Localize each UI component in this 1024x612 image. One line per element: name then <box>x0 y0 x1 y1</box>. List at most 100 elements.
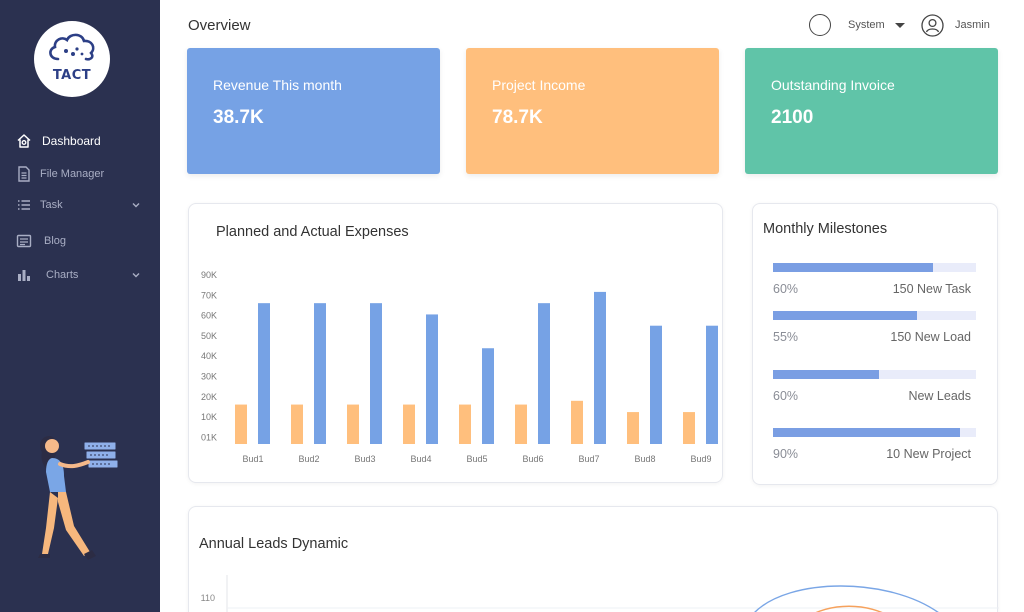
blog-icon <box>16 233 32 249</box>
milestone-label: 150 New Task <box>892 282 971 296</box>
x-tick-label: Bud9 <box>690 454 711 464</box>
leads-panel: Annual Leads Dynamic 110 <box>188 506 999 612</box>
y-tick-label: 60K <box>201 311 217 321</box>
stat-title: Outstanding Invoice <box>771 77 895 93</box>
sidebar-item-file-manager[interactable]: File Manager <box>0 162 160 186</box>
milestone-percent: 90% <box>773 447 799 461</box>
sidebar-item-label: Charts <box>46 269 79 281</box>
milestone-progress-track <box>773 428 976 437</box>
x-tick-label: Bud4 <box>410 454 431 464</box>
leads-series-blue <box>754 585 939 612</box>
y-tick-label: 20K <box>201 392 217 402</box>
stat-value: 78.7K <box>492 107 543 128</box>
caret-down-icon[interactable] <box>895 23 905 28</box>
x-tick-label: Bud8 <box>634 454 655 464</box>
expenses-bar-chart: 90K 70K 60K 50K 40K 30K 20K 10K 01K Bud1 Bud2 Bud3 B… <box>201 270 718 464</box>
leads-line-chart: 110 <box>201 575 999 612</box>
x-tick-label: Bud5 <box>466 454 487 464</box>
chevron-down-icon <box>132 203 140 208</box>
x-tick-label: Bud2 <box>298 454 319 464</box>
planned-bar[interactable] <box>459 404 471 444</box>
y-tick-label: 90K <box>201 270 217 280</box>
actual-bar[interactable] <box>314 303 326 444</box>
stat-value: 38.7K <box>213 107 264 128</box>
milestone-progress-track <box>773 370 976 379</box>
stat-title: Project Income <box>492 77 586 93</box>
x-tick-label: Bud6 <box>522 454 543 464</box>
y-tick-label: 30K <box>201 372 217 382</box>
bar-chart-icon <box>16 267 32 283</box>
user-name[interactable]: Jasmin <box>955 19 990 31</box>
theme-toggle[interactable] <box>809 14 831 36</box>
milestone-percent: 60% <box>773 282 799 296</box>
actual-bar[interactable] <box>258 303 270 444</box>
sidebar-item-charts[interactable]: Charts <box>0 263 160 287</box>
milestone-progress-fill <box>773 311 918 320</box>
milestone-progress-fill <box>773 428 960 437</box>
planned-bar[interactable] <box>347 404 359 444</box>
sidebar-item-blog[interactable]: Blog <box>0 229 160 253</box>
logo[interactable]: TACT <box>34 21 110 97</box>
planned-bar[interactable] <box>627 412 639 444</box>
milestone-progress-fill <box>773 370 879 379</box>
planned-bar[interactable] <box>403 404 415 444</box>
stat-card-outstanding-invoice[interactable]: Outstanding Invoice 2100 <box>745 48 998 174</box>
sidebar: TACT Dashboard File Manager Task Blog Ch… <box>0 0 160 612</box>
y-tick-label: 110 <box>201 593 215 603</box>
y-tick-label: 50K <box>201 331 217 341</box>
y-tick-label: 10K <box>201 412 217 422</box>
y-tick-label: 70K <box>201 290 217 300</box>
expenses-panel: Planned and Actual Expenses 90K 70K 60K 50K… <box>188 203 723 483</box>
list-icon <box>16 197 32 213</box>
actual-bar[interactable] <box>594 291 606 444</box>
milestones-title: Monthly Milestones <box>763 221 888 237</box>
milestone-label: 150 New Load <box>890 330 971 344</box>
milestones-panel: Monthly Milestones <box>752 203 998 485</box>
person-carrying-servers-illustration <box>38 436 119 560</box>
milestone-label: New Leads <box>908 389 971 403</box>
planned-bar[interactable] <box>515 404 527 444</box>
x-tick-label: Bud3 <box>354 454 375 464</box>
page-title: Overview <box>188 17 251 34</box>
stat-title: Revenue This month <box>213 77 342 93</box>
logo-text: TACT <box>52 68 92 83</box>
stat-card-revenue[interactable]: Revenue This month 38.7K <box>187 48 440 174</box>
milestone-progress-track <box>773 311 976 320</box>
chevron-down-icon <box>132 273 140 278</box>
planned-bar[interactable] <box>235 404 247 444</box>
user-icon[interactable] <box>921 14 944 37</box>
actual-bar[interactable] <box>650 325 662 444</box>
actual-bar[interactable] <box>538 303 550 444</box>
sidebar-item-task[interactable]: Task <box>0 193 160 217</box>
x-tick-label: Bud7 <box>578 454 599 464</box>
theme-select[interactable]: System <box>848 19 885 31</box>
milestone-progress-track <box>773 263 976 272</box>
sidebar-item-label: Task <box>40 199 63 211</box>
planned-bar[interactable] <box>291 404 303 444</box>
leads-title: Annual Leads Dynamic <box>199 536 349 552</box>
actual-bar[interactable] <box>482 348 494 444</box>
planned-bar[interactable] <box>571 400 583 444</box>
cloud-icon <box>49 33 95 61</box>
milestone-label: 10 New Project <box>886 447 971 461</box>
sidebar-item-label: Dashboard <box>42 134 101 148</box>
planned-bar[interactable] <box>683 412 695 444</box>
sidebar-item-label: Blog <box>44 235 67 247</box>
milestone-percent: 60% <box>773 389 799 403</box>
actual-bar[interactable] <box>706 325 718 444</box>
file-icon <box>16 166 32 182</box>
stat-card-project-income[interactable]: Project Income 78.7K <box>466 48 719 174</box>
sidebar-item-dashboard[interactable]: Dashboard <box>0 129 160 153</box>
expenses-title: Planned and Actual Expenses <box>216 224 409 240</box>
stat-value: 2100 <box>771 107 814 128</box>
sidebar-item-label: File Manager <box>40 168 105 180</box>
milestone-progress-fill <box>773 263 934 272</box>
y-tick-label: 40K <box>201 351 217 361</box>
milestone-percent: 55% <box>773 330 799 344</box>
y-tick-label: 01K <box>201 432 217 442</box>
leads-series-orange <box>815 605 883 612</box>
actual-bar[interactable] <box>426 314 438 444</box>
actual-bar[interactable] <box>370 303 382 444</box>
x-tick-label: Bud1 <box>242 454 263 464</box>
home-icon <box>16 133 32 149</box>
